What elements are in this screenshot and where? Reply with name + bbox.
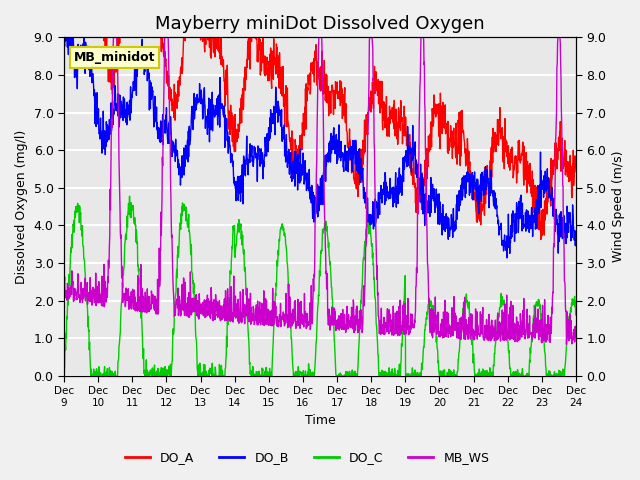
Title: Mayberry miniDot Dissolved Oxygen: Mayberry miniDot Dissolved Oxygen [155, 15, 485, 33]
X-axis label: Time: Time [305, 414, 335, 427]
Legend: DO_A, DO_B, DO_C, MB_WS: DO_A, DO_B, DO_C, MB_WS [120, 446, 494, 469]
Y-axis label: Dissolved Oxygen (mg/l): Dissolved Oxygen (mg/l) [15, 130, 28, 284]
Text: MB_minidot: MB_minidot [74, 51, 156, 64]
Y-axis label: Wind Speed (m/s): Wind Speed (m/s) [612, 151, 625, 263]
